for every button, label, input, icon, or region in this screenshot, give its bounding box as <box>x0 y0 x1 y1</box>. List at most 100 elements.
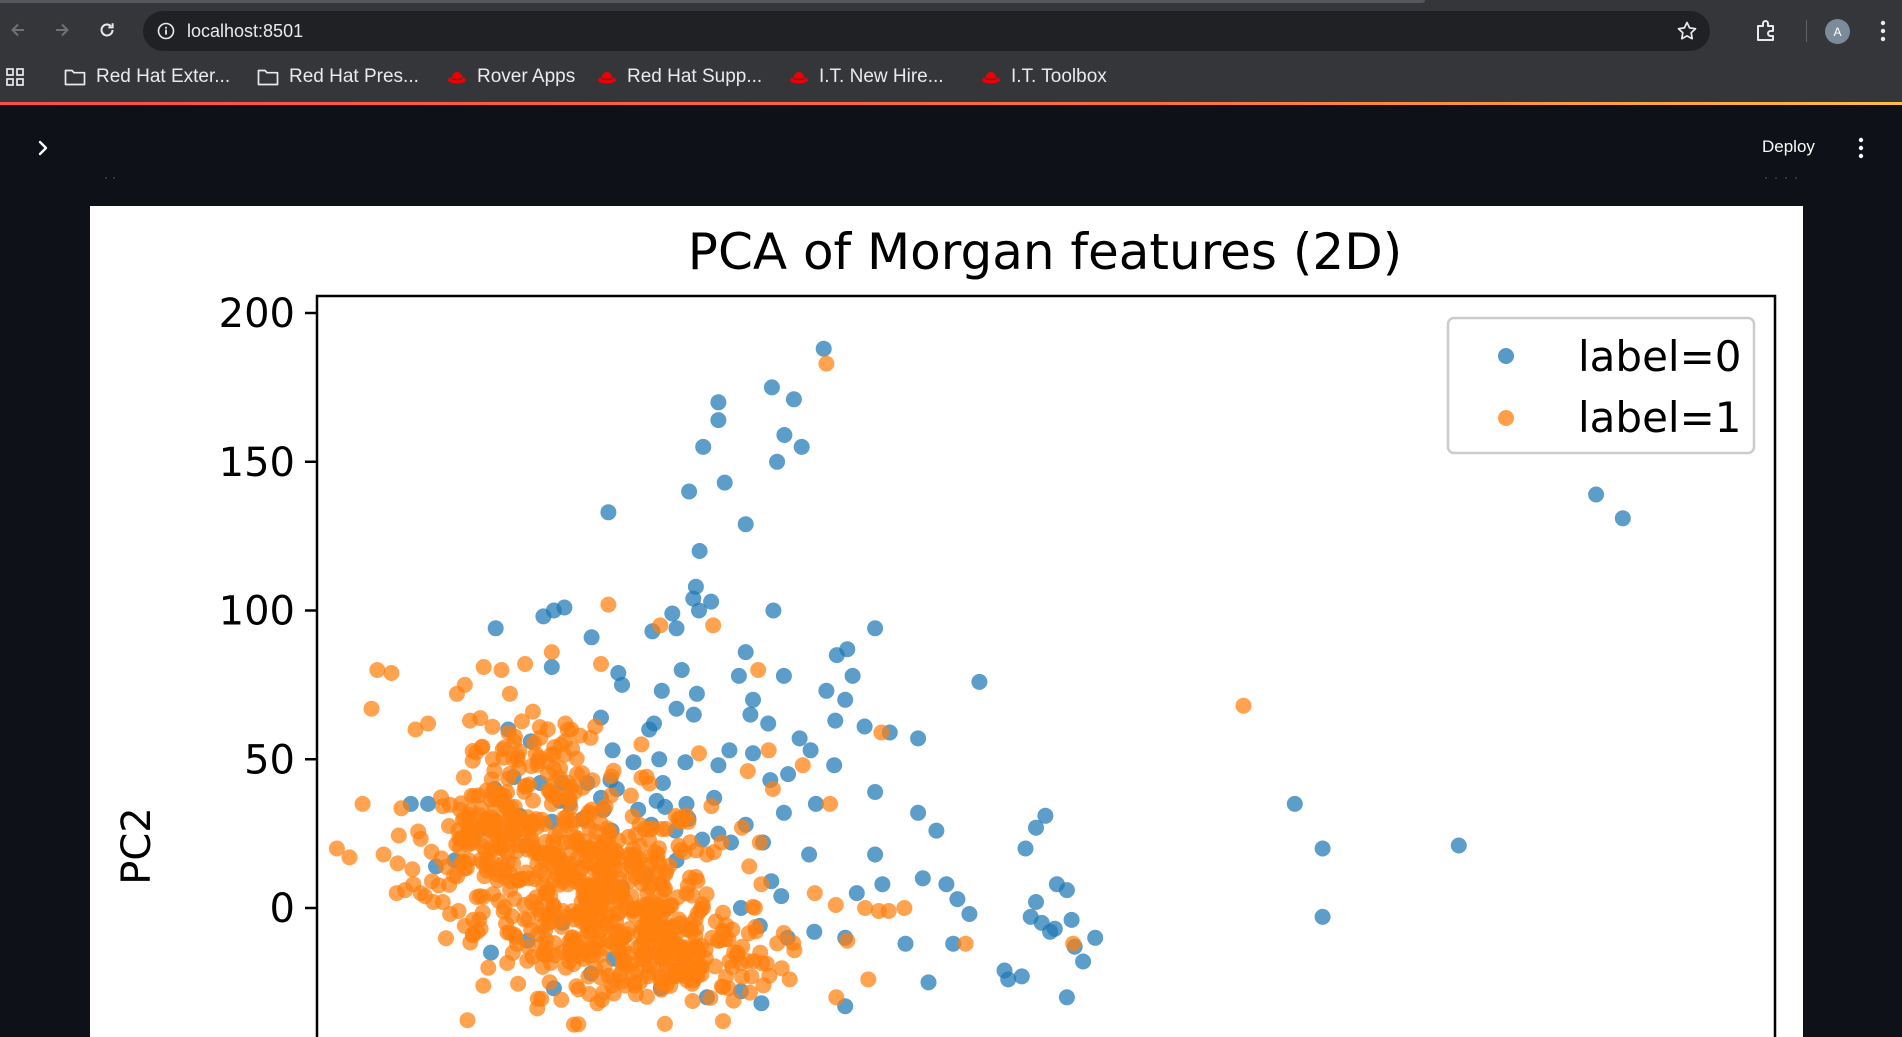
point-label-0 <box>651 751 668 768</box>
deploy-button[interactable]: Deploy <box>1762 137 1815 156</box>
point-label-1 <box>446 867 463 884</box>
point-label-1 <box>393 800 410 817</box>
point-label-1 <box>369 662 386 678</box>
point-label-0 <box>945 935 962 952</box>
app-menu-icon[interactable] <box>1854 135 1868 161</box>
point-label-1 <box>557 867 574 884</box>
point-label-1 <box>462 712 478 729</box>
point-label-1 <box>434 894 451 910</box>
point-label-1 <box>470 787 487 804</box>
drag-handle-icon <box>1765 177 1797 179</box>
bookmark-item[interactable]: Red Hat Exter... <box>64 66 230 88</box>
point-label-0 <box>753 995 770 1012</box>
point-label-0 <box>914 870 931 887</box>
point-label-1 <box>523 831 540 848</box>
point-label-0 <box>604 742 621 759</box>
point-label-1 <box>441 818 457 834</box>
bookmark-item[interactable]: Red Hat Supp... <box>597 66 762 88</box>
tab-strip <box>0 0 1425 3</box>
point-label-1 <box>496 899 513 916</box>
extensions-icon[interactable] <box>1752 17 1780 45</box>
bookmark-label: Red Hat Supp... <box>627 66 763 87</box>
bookmark-item[interactable]: Rover Apps <box>447 66 575 88</box>
reload-button[interactable] <box>89 12 125 48</box>
point-label-1 <box>534 935 551 952</box>
point-label-1 <box>580 968 597 985</box>
point-label-1 <box>828 989 845 1006</box>
point-label-1 <box>448 685 465 702</box>
point-label-1 <box>557 959 574 976</box>
reload-icon <box>100 23 114 37</box>
site-info-icon[interactable] <box>157 22 175 40</box>
point-label-1 <box>575 779 591 796</box>
point-label-1 <box>896 900 913 916</box>
point-label-1 <box>557 715 574 732</box>
bookmarks-bar <box>0 62 1902 104</box>
point-label-0 <box>1028 894 1044 910</box>
toolbar-divider <box>1806 20 1807 42</box>
point-label-1 <box>671 911 687 928</box>
point-label-1 <box>510 975 527 992</box>
point-label-1 <box>794 757 811 774</box>
point-label-1 <box>586 862 603 879</box>
point-label-1 <box>500 724 517 741</box>
point-label-0 <box>420 795 437 812</box>
apps-grid-icon[interactable] <box>6 68 24 86</box>
point-label-1 <box>672 814 689 831</box>
point-label-1 <box>390 827 407 844</box>
point-label-0 <box>1058 989 1075 1006</box>
profile-avatar[interactable]: A <box>1825 19 1850 44</box>
point-label-1 <box>499 854 516 871</box>
point-label-0 <box>641 721 658 738</box>
point-label-1 <box>718 917 735 934</box>
browser-toolbar: localhost:8501 A <box>0 0 1902 62</box>
point-label-1 <box>561 790 578 807</box>
point-label-0 <box>844 667 861 684</box>
point-label-0 <box>837 691 854 708</box>
point-label-0 <box>483 944 499 961</box>
point-label-1 <box>705 617 722 634</box>
point-label-1 <box>1065 935 1082 952</box>
legend-marker-label-0 <box>1498 348 1514 364</box>
bookmark-item[interactable]: Red Hat Pres... <box>257 66 419 88</box>
back-button[interactable] <box>0 12 36 48</box>
point-label-1 <box>513 713 530 730</box>
point-label-0 <box>1042 923 1059 940</box>
chevron-right-icon[interactable] <box>30 135 56 161</box>
point-label-1 <box>599 820 616 837</box>
point-label-1 <box>496 812 513 829</box>
points-layer <box>328 340 1631 1033</box>
url-text[interactable]: localhost:8501 <box>187 21 304 41</box>
y-axis-label: PC2 <box>114 807 160 885</box>
point-label-1 <box>758 955 775 972</box>
forward-button[interactable] <box>44 12 80 48</box>
point-label-1 <box>556 814 573 831</box>
point-label-1 <box>631 816 648 833</box>
point-label-1 <box>423 843 440 860</box>
point-label-1 <box>733 955 749 972</box>
point-label-1 <box>543 644 560 661</box>
point-label-0 <box>556 599 573 616</box>
point-label-1 <box>542 785 559 802</box>
point-label-1 <box>633 736 650 753</box>
point-label-1 <box>523 758 540 775</box>
address-bar[interactable]: localhost:8501 <box>143 11 1710 51</box>
point-label-1 <box>455 769 472 786</box>
bookmark-star-icon[interactable] <box>1676 20 1698 42</box>
point-label-0 <box>703 593 720 610</box>
point-label-0 <box>685 706 702 723</box>
browser-menu-icon[interactable] <box>1871 18 1895 44</box>
point-label-0 <box>961 906 978 922</box>
scatter-chart: PCA of Morgan features (2D) 0 50 100 150 200… <box>114 223 1777 1037</box>
point-label-0 <box>681 483 698 500</box>
y-tick-label: 100 <box>219 589 295 635</box>
bookmark-item[interactable]: I.T. Toolbox <box>981 66 1107 88</box>
point-label-1 <box>569 830 586 847</box>
point-label-0 <box>730 667 747 684</box>
plot-frame <box>315 294 1777 1037</box>
point-label-0 <box>657 798 673 815</box>
point-label-1 <box>501 685 518 702</box>
point-label-1 <box>459 1012 476 1029</box>
bookmark-item[interactable]: I.T. New Hire... <box>789 66 944 88</box>
point-label-0 <box>1000 971 1017 988</box>
